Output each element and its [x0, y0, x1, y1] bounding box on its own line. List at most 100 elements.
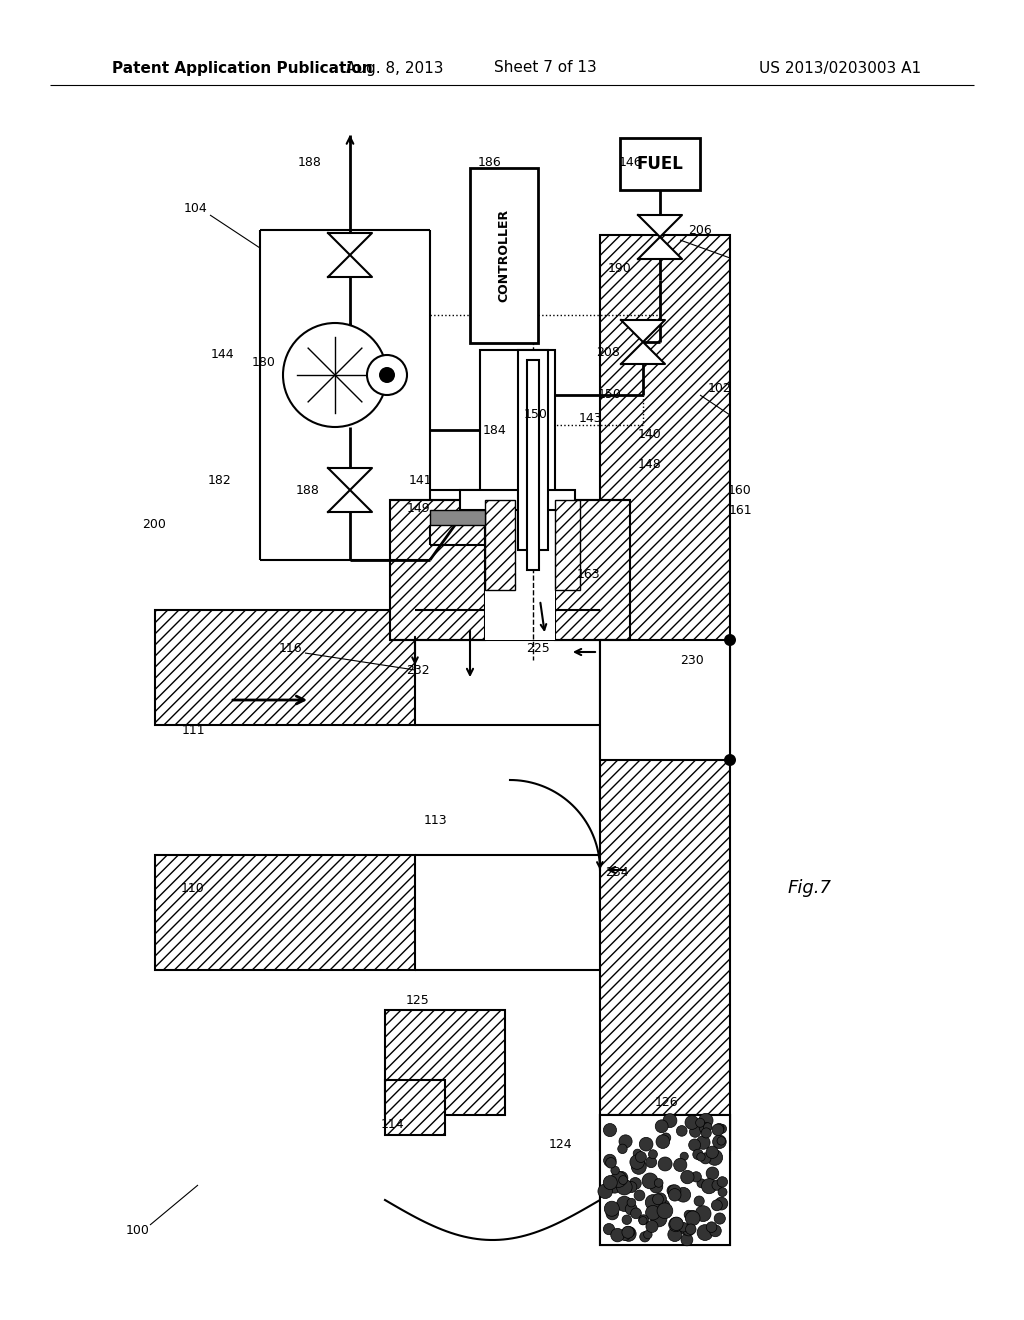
Circle shape [632, 1159, 646, 1175]
Circle shape [658, 1158, 672, 1171]
Circle shape [699, 1122, 711, 1134]
Circle shape [718, 1125, 727, 1134]
Circle shape [648, 1150, 657, 1159]
Text: Patent Application Publication: Patent Application Publication [112, 61, 373, 75]
Circle shape [724, 754, 736, 766]
Text: 141: 141 [409, 474, 432, 487]
Circle shape [662, 1133, 671, 1143]
Circle shape [697, 1225, 713, 1241]
Circle shape [696, 1152, 706, 1162]
Bar [390, 500, 485, 640]
Bar [485, 500, 515, 590]
Circle shape [670, 1217, 683, 1230]
Circle shape [610, 1229, 625, 1242]
Circle shape [707, 1222, 717, 1233]
Bar [527, 360, 539, 570]
Bar [518, 350, 548, 550]
Bar [385, 1080, 445, 1135]
Circle shape [651, 1210, 667, 1226]
Circle shape [627, 1199, 636, 1206]
Bar [155, 610, 415, 725]
Text: 111: 111 [181, 723, 205, 737]
Circle shape [715, 1123, 724, 1133]
Circle shape [631, 1208, 641, 1218]
Text: 232: 232 [407, 664, 430, 676]
Circle shape [626, 1228, 635, 1237]
Text: Sheet 7 of 13: Sheet 7 of 13 [494, 61, 596, 75]
Circle shape [645, 1205, 660, 1220]
Circle shape [701, 1127, 712, 1138]
Circle shape [646, 1156, 656, 1168]
Text: 186: 186 [478, 156, 502, 169]
Polygon shape [328, 255, 372, 277]
Circle shape [712, 1200, 722, 1210]
Circle shape [707, 1167, 719, 1180]
Circle shape [678, 1222, 688, 1232]
Circle shape [685, 1224, 696, 1234]
Circle shape [646, 1221, 658, 1233]
Text: 124: 124 [548, 1138, 571, 1151]
Circle shape [655, 1119, 668, 1133]
Circle shape [724, 634, 736, 645]
Circle shape [669, 1188, 681, 1201]
Polygon shape [328, 490, 372, 512]
Circle shape [713, 1135, 726, 1148]
Text: 125: 125 [407, 994, 430, 1006]
Text: 180: 180 [252, 356, 275, 370]
Circle shape [674, 1159, 687, 1172]
Circle shape [706, 1146, 719, 1159]
Text: 230: 230 [680, 653, 703, 667]
Circle shape [636, 1151, 646, 1163]
Bar [485, 500, 555, 640]
Text: 148: 148 [638, 458, 662, 471]
Bar [430, 510, 485, 525]
Circle shape [668, 1185, 681, 1197]
Circle shape [688, 1210, 697, 1221]
Text: Aug. 8, 2013: Aug. 8, 2013 [346, 61, 443, 75]
Bar [555, 500, 580, 590]
Circle shape [718, 1188, 727, 1196]
Circle shape [703, 1123, 712, 1131]
Circle shape [644, 1230, 652, 1238]
Text: 190: 190 [608, 261, 632, 275]
Circle shape [677, 1126, 687, 1137]
Circle shape [379, 367, 395, 383]
Polygon shape [638, 238, 682, 259]
Text: 184: 184 [483, 424, 507, 437]
Text: 182: 182 [208, 474, 231, 487]
Circle shape [616, 1179, 632, 1195]
Circle shape [680, 1224, 691, 1236]
Text: 163: 163 [577, 569, 600, 582]
Circle shape [617, 1144, 627, 1154]
Polygon shape [638, 215, 682, 238]
Text: CONTROLLER: CONTROLLER [498, 209, 511, 301]
Circle shape [622, 1226, 634, 1238]
Text: 225: 225 [526, 642, 550, 655]
Text: 146: 146 [618, 157, 642, 169]
Circle shape [604, 1201, 620, 1216]
Circle shape [652, 1193, 664, 1205]
Circle shape [598, 1184, 612, 1199]
Polygon shape [621, 319, 665, 342]
Text: US 2013/0203003 A1: US 2013/0203003 A1 [759, 61, 921, 75]
Text: 140: 140 [638, 429, 662, 441]
Circle shape [698, 1113, 713, 1127]
Circle shape [657, 1203, 673, 1218]
Circle shape [618, 1135, 632, 1148]
Circle shape [618, 1176, 628, 1184]
Circle shape [639, 1217, 647, 1225]
Circle shape [717, 1176, 728, 1187]
Circle shape [712, 1125, 724, 1135]
Text: 150: 150 [524, 408, 548, 421]
Bar [600, 1115, 730, 1245]
Text: Fig.7: Fig.7 [788, 879, 831, 898]
Bar [600, 235, 730, 1150]
Circle shape [669, 1217, 683, 1232]
Circle shape [659, 1200, 670, 1210]
Circle shape [640, 1232, 650, 1242]
Circle shape [691, 1172, 701, 1181]
Text: 114: 114 [380, 1118, 403, 1131]
Circle shape [707, 1150, 723, 1166]
Text: 161: 161 [728, 503, 752, 516]
Circle shape [667, 1185, 678, 1196]
